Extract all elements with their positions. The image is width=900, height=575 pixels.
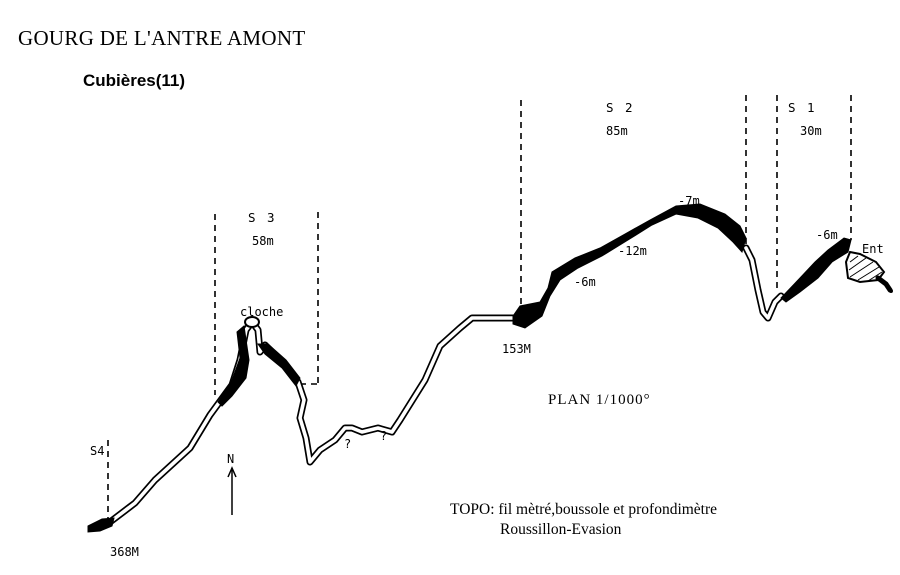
hatch-line xyxy=(857,266,880,281)
sump-s1 xyxy=(780,237,852,303)
s1-length: 30m xyxy=(800,124,822,138)
distance-label-153: 153M xyxy=(502,342,531,356)
sump-s4 xyxy=(87,517,115,533)
cloche-chamber xyxy=(244,316,260,328)
north-arrow: N xyxy=(227,452,237,515)
credit-method: TOPO: fil mètré,boussole et profondimètr… xyxy=(450,501,717,518)
credit-club: Roussillon-Evasion xyxy=(500,521,622,538)
cave-gallery xyxy=(88,244,785,532)
map-title: GOURG DE L'ANTRE AMONT xyxy=(18,26,305,50)
entrance-label: Ent xyxy=(862,242,884,256)
s2-name: S 2 xyxy=(606,100,635,115)
s3-length: 58m xyxy=(252,234,274,248)
cloche-label: cloche xyxy=(240,305,283,319)
s1-name: S 1 xyxy=(788,100,817,115)
sump-s3-a xyxy=(217,325,250,407)
depth-label-s2-high: -7m xyxy=(678,194,700,208)
unknown-mark-2: ? xyxy=(380,429,387,443)
outlet-dot xyxy=(889,289,893,293)
entrance-pool xyxy=(844,250,893,293)
unknown-mark-1: ? xyxy=(344,437,351,451)
depth-label-s2-deep: -12m xyxy=(618,244,647,258)
north-arrow-head xyxy=(227,466,237,478)
distance-label-368: 368M xyxy=(110,545,139,559)
hatch-line xyxy=(867,271,883,282)
sump-boundaries xyxy=(107,95,852,520)
sump-s3-b xyxy=(257,343,301,387)
s2-length: 85m xyxy=(606,124,628,138)
scale-label: PLAN 1/1000° xyxy=(548,392,651,408)
depth-label-s1: -6m xyxy=(816,228,838,242)
s4-name: S4 xyxy=(90,444,104,458)
hatch-line xyxy=(848,257,867,271)
hatch-line xyxy=(849,255,859,263)
north-label: N xyxy=(227,452,234,466)
entrance-outlet xyxy=(875,275,893,293)
s3-name: S 3 xyxy=(248,210,277,225)
map-subtitle: Cubières(11) xyxy=(83,71,185,90)
depth-label-s2-low: -6m xyxy=(574,275,596,289)
flooded-sections xyxy=(87,203,852,533)
hatch-line xyxy=(849,261,874,278)
sump-s2 xyxy=(512,203,747,329)
